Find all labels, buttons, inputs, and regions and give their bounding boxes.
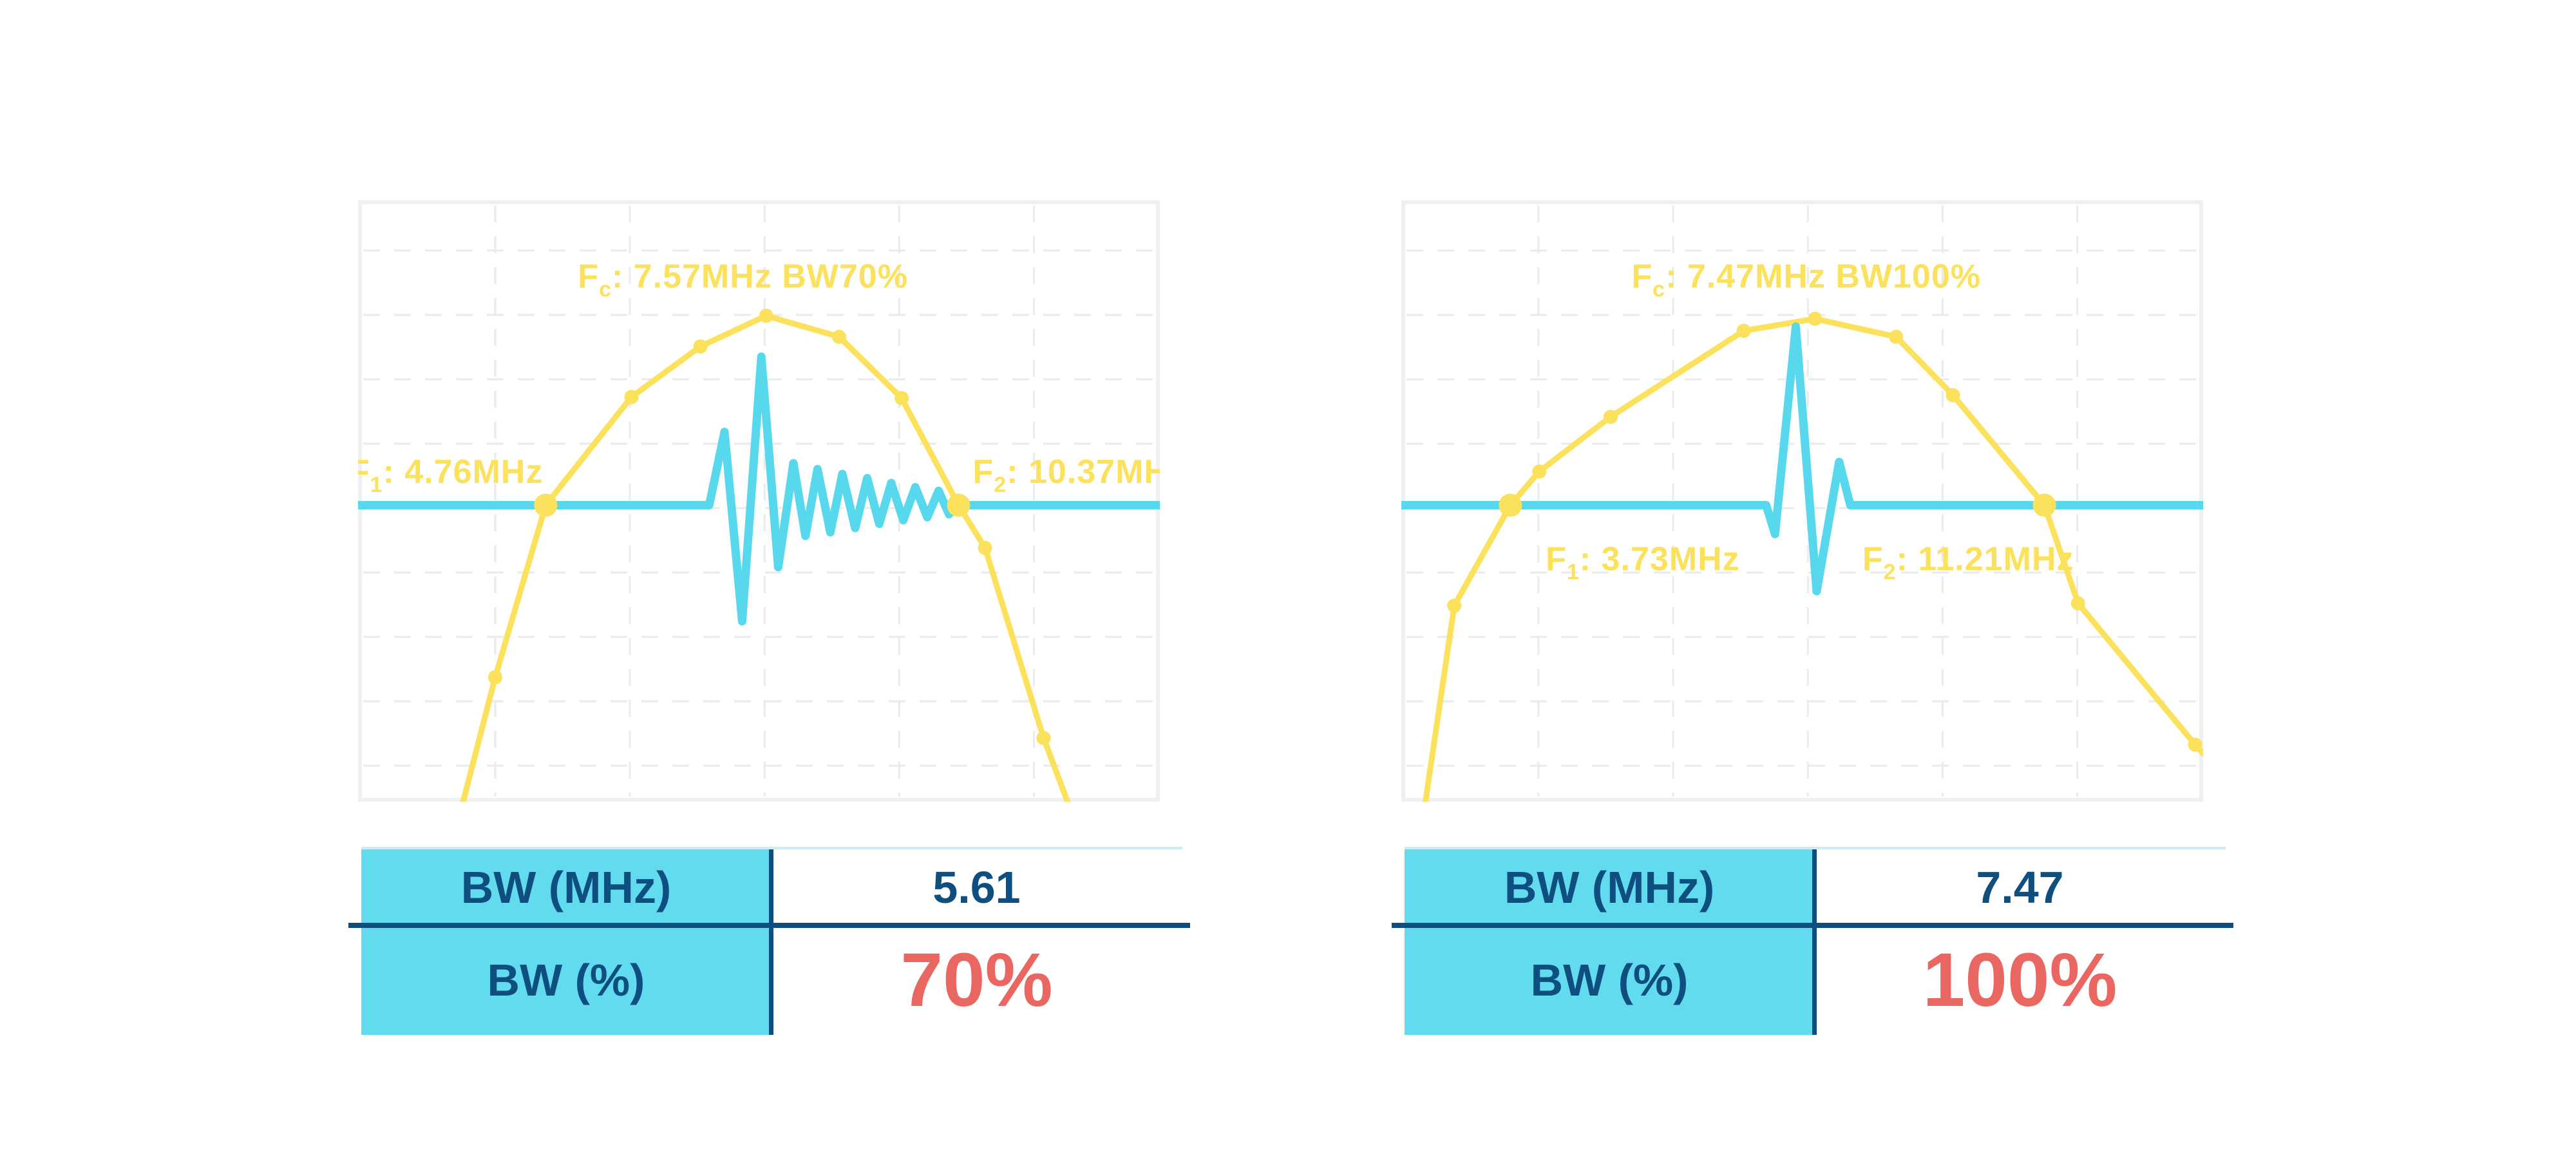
bw-mhz-label-cell: BW (MHz) [1405,849,1814,925]
left-bandwidth-chart: Fc: 7.57MHz BW70% F1: 4.76MHz F2: 10.37MHz [358,200,1160,802]
bw-pct-label-cell: BW (%) [1405,925,1814,1035]
cutoff-frequency-marker [1499,493,1522,517]
bw-mhz-value-cell: 5.61 [771,849,1182,925]
table-vertical-rule [1812,849,1817,1035]
bw-pct-value-cell: 70% [771,925,1182,1035]
left-bw-table: BW (MHz) 5.61 BW (%) 70% [348,847,1190,1035]
right-panel: Fc: 7.47MHz BW100% F1: 3.73MHz F2: 11.21MH… [1392,200,2233,1035]
table-vertical-rule [769,849,773,1035]
spectrum-marker [2188,737,2202,752]
table-row: BW (%) 70% [361,925,1182,1035]
bw-pct-value-cell: 100% [1814,925,2226,1035]
spectrum-marker [1736,323,1751,338]
spectrum-marker [1447,598,1462,613]
table-row: BW (MHz) 7.47 [1405,849,2226,925]
spectrum-marker [759,308,773,323]
spectrum-marker [1036,730,1051,745]
pulse-waveform [1401,322,2203,596]
gridlines [1406,205,2198,797]
spectrum-marker [1532,464,1547,479]
table-row: BW (MHz) 5.61 [361,849,1182,925]
fc-bw-label: Fc: 7.57MHz BW70% [578,258,908,301]
f1-label: F1: 4.76MHz [358,453,543,497]
table-row: BW (%) 100% [1405,925,2226,1035]
right-bw-table: BW (MHz) 7.47 BW (%) 100% [1392,847,2233,1035]
spectrum-curve [460,312,1071,802]
cutoff-frequency-marker [947,493,971,517]
spectrum-marker [1808,311,1823,326]
spectrum-marker [978,540,992,555]
f1-label: F1: 3.73MHz [1546,540,1740,584]
spectrum-marker [488,670,502,685]
pulse-waveform [358,352,1160,626]
fc-bw-label: Fc: 7.47MHz BW100% [1631,258,1981,301]
spectrum-marker [1946,388,1960,402]
f2-label: F2: 11.21MHz [1862,540,2074,584]
spectrum-marker [1889,330,1904,345]
left-panel: Fc: 7.57MHz BW70% F1: 4.76MHz F2: 10.37MHz… [348,200,1190,1035]
spectrum-marker [2070,596,2085,610]
spectrum-marker [624,390,639,404]
cutoff-frequency-marker [534,493,558,517]
cutoff-frequency-marker [2032,493,2056,517]
bw-pct-label-cell: BW (%) [361,925,771,1035]
bw-mhz-value-cell: 7.47 [1814,849,2226,925]
right-bandwidth-chart: Fc: 7.47MHz BW100% F1: 3.73MHz F2: 11.21MH… [1401,200,2203,802]
f2-label: F2: 10.37MHz [973,453,1160,497]
spectrum-marker [1603,410,1618,424]
bw-mhz-label-cell: BW (MHz) [361,849,771,925]
spectrum-marker [832,330,846,345]
spectrum-marker [693,339,708,354]
spectrum-marker [895,391,909,406]
